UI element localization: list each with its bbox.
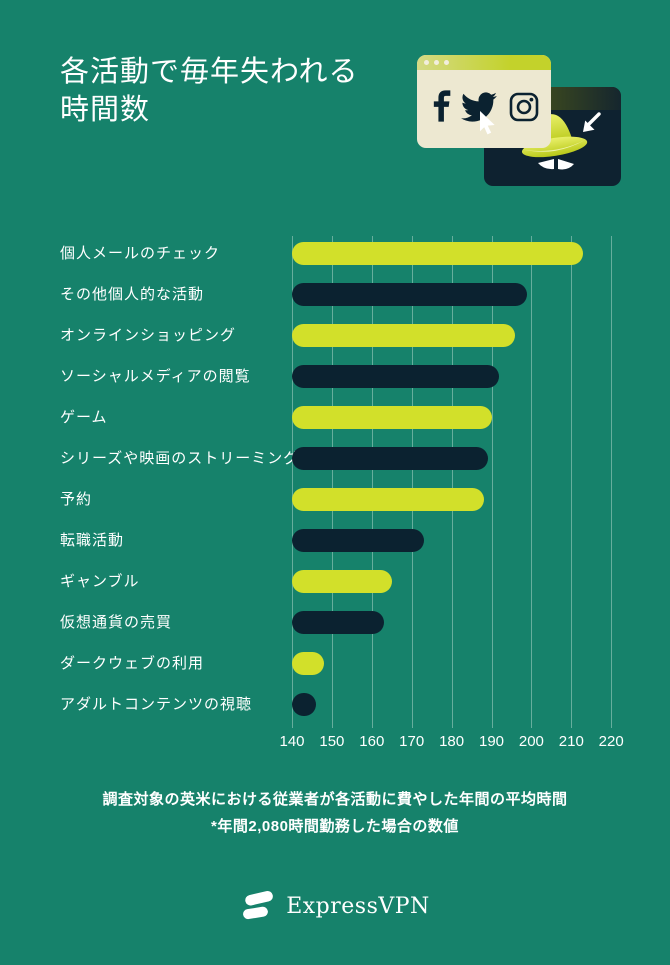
x-tick-label: 180 (439, 733, 465, 750)
category-label: その他個人的な活動 (60, 286, 205, 303)
instagram-icon (509, 92, 539, 122)
browser-window (417, 55, 551, 148)
category-label: ギャンブル (60, 573, 140, 590)
x-tick-label: 140 (279, 733, 305, 750)
category-label: シリーズや映画のストリーミング (60, 450, 300, 467)
gridline (451, 236, 453, 728)
footnote-line2: *年間2,080時間勤務した場合の数値 (211, 818, 459, 835)
category-label: アダルトコンテンツの視聴 (60, 696, 253, 713)
bar (292, 447, 488, 470)
gridline (571, 236, 573, 728)
x-tick-label: 170 (399, 733, 425, 750)
x-tick-label: 150 (319, 733, 345, 750)
category-label: 予約 (60, 491, 93, 508)
category-label: 個人メールのチェック (60, 245, 221, 262)
page-title: 各活動で毎年失われる 時間数 (60, 52, 359, 128)
category-label: ソーシャルメディアの閲覧 (60, 368, 251, 385)
facebook-icon (433, 90, 451, 122)
x-tick-label: 160 (359, 733, 385, 750)
category-label: オンラインショッピング (60, 327, 237, 344)
gridline (491, 236, 493, 728)
x-tick-label: 190 (478, 733, 505, 750)
bar (292, 693, 316, 716)
window-dot-icon (434, 60, 439, 65)
footnote-line1: 調査対象の英米における従業者が各活動に費やした年間の平均時間 (102, 791, 568, 808)
page-title-line1: 各活動で毎年失われる (60, 54, 359, 88)
bar (292, 406, 492, 429)
bar (292, 529, 424, 552)
bar (292, 242, 584, 265)
brand-footer: ExpressVPN (0, 886, 670, 926)
bar (292, 324, 516, 347)
bar (292, 365, 500, 388)
x-tick-label: 220 (598, 733, 624, 750)
category-label: ゲーム (60, 409, 108, 426)
gridline (611, 236, 613, 728)
browser-titlebar (417, 55, 551, 70)
bar (292, 488, 484, 511)
expressvpn-logo-icon (243, 891, 274, 920)
brand-wordmark: ExpressVPN (286, 893, 430, 919)
x-tick-label: 210 (558, 733, 584, 750)
bar (292, 283, 528, 306)
arrow-cursor-icon (583, 112, 601, 132)
gridline (292, 236, 293, 728)
gridline (331, 236, 333, 728)
social-icons-row (432, 89, 551, 123)
category-label: ダークウェブの利用 (60, 655, 205, 672)
bar (292, 611, 384, 634)
window-dot-icon (444, 60, 449, 65)
window-dot-icon (424, 60, 429, 65)
category-label: 仮想通貨の売買 (60, 614, 173, 631)
category-label: 転職活動 (60, 532, 125, 549)
page-title-line2: 時間数 (60, 92, 151, 126)
bar (292, 652, 324, 675)
gridline (531, 236, 533, 728)
twitter-icon (461, 92, 497, 122)
gridline (371, 236, 373, 728)
x-tick-label: 200 (518, 733, 544, 750)
bar (292, 570, 392, 593)
gridline (411, 236, 413, 728)
pointer-cursor-icon (480, 111, 495, 135)
